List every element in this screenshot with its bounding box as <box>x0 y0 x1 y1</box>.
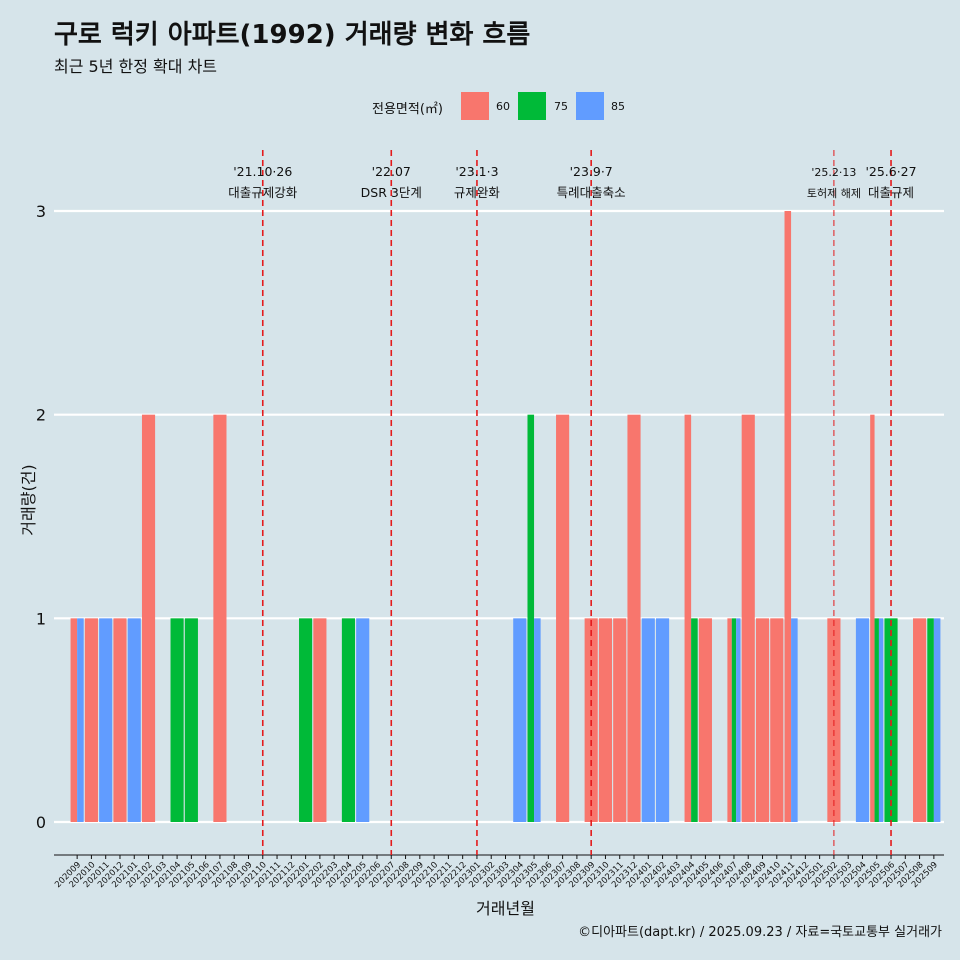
bar-202409-60 <box>755 618 770 822</box>
bar-202504-85 <box>855 618 870 822</box>
bar-202311-60 <box>613 618 627 822</box>
bar-202107-60 <box>213 414 227 822</box>
bar-202505-85 <box>878 618 884 822</box>
bar-202202-60 <box>313 618 327 822</box>
event-label-202301: 규제완화 <box>454 185 501 200</box>
event-date-202301: '23.1·3 <box>455 164 498 179</box>
bar-202010-60 <box>84 618 98 822</box>
bar-202410-60 <box>770 618 784 822</box>
y-tick-label-1: 1 <box>36 609 46 628</box>
bar-202102-60 <box>141 414 156 822</box>
bar-202508-60 <box>913 618 927 822</box>
bar-202407-75 <box>731 618 737 822</box>
legend: 전용면적(㎡) 60 75 85 <box>0 92 960 122</box>
bar-202407-85 <box>736 618 741 822</box>
bar-202505-60 <box>870 414 875 822</box>
event-date-202506: '25.6·27 <box>865 164 916 179</box>
event-label-202309: 특례대출축소 <box>557 185 626 200</box>
x-axis-title: 거래년월 <box>476 899 535 918</box>
y-tick-label-0: 0 <box>36 813 46 832</box>
y-tick-label-3: 3 <box>36 202 46 221</box>
legend-title: 전용면적(㎡) <box>372 102 443 117</box>
bar-202104-75 <box>170 618 184 822</box>
bar-202105-75 <box>184 618 198 822</box>
bar-202509-75 <box>927 618 934 822</box>
legend-label-75: 75 <box>554 100 568 113</box>
bar-202012-60 <box>113 618 127 822</box>
y-tick-label-2: 2 <box>36 406 46 425</box>
bar-202505-75 <box>874 618 879 822</box>
event-date-202502: '25.2·13 <box>811 166 856 179</box>
bar-202402-85 <box>655 618 670 822</box>
y-axis-title: 거래량(건) <box>19 464 38 535</box>
bar-202305-85 <box>534 618 541 822</box>
chart-title: 구로 럭키 아파트(1992) 거래량 변화 흐름 <box>54 20 531 50</box>
bar-202312-60 <box>627 414 641 822</box>
bar-202305-75 <box>527 414 535 822</box>
bar-202201-75 <box>299 618 313 822</box>
bar-202404-60 <box>684 414 692 822</box>
bar-202411-85 <box>791 618 798 822</box>
chart-subtitle: 최근 5년 한정 확대 차트 <box>54 57 218 76</box>
bar-202401-85 <box>641 618 655 822</box>
event-label-202502: 토허제 해제 <box>807 186 861 200</box>
legend-key-75 <box>518 92 546 120</box>
legend-label-85: 85 <box>611 100 625 113</box>
bar-202011-85 <box>99 618 113 822</box>
legend-key-60 <box>461 92 489 120</box>
legend-label-60: 60 <box>496 100 510 113</box>
bar-202009-85 <box>77 618 84 822</box>
bar-202205-85 <box>356 618 370 822</box>
bar-202411-60 <box>784 211 792 822</box>
bar-202407-60 <box>727 618 732 822</box>
bar-202101-85 <box>127 618 141 822</box>
bar-202310-60 <box>598 618 613 822</box>
bar-202509-85 <box>933 618 941 822</box>
source-caption: ©디아파트(dapt.kr) / 2025.09.23 / 자료=국토교통부 실… <box>578 925 942 940</box>
event-label-202110: 대출규제강화 <box>228 185 298 200</box>
event-date-202207: '22.07 <box>372 164 411 179</box>
bar-202408-60 <box>741 414 755 822</box>
legend-key-85 <box>576 92 604 120</box>
bar-202009-60 <box>70 618 78 822</box>
bar-202204-75 <box>341 618 356 822</box>
bar-202405-60 <box>698 618 712 822</box>
bar-202304-85 <box>513 618 527 822</box>
bar-202404-75 <box>691 618 698 822</box>
event-date-202309: '23.9·7 <box>570 164 613 179</box>
event-label-202506: 대출규제 <box>868 185 914 200</box>
event-date-202110: '21.10·26 <box>233 164 292 179</box>
bar-202307-60 <box>556 414 570 822</box>
event-label-202207: DSR 3단계 <box>361 185 422 200</box>
